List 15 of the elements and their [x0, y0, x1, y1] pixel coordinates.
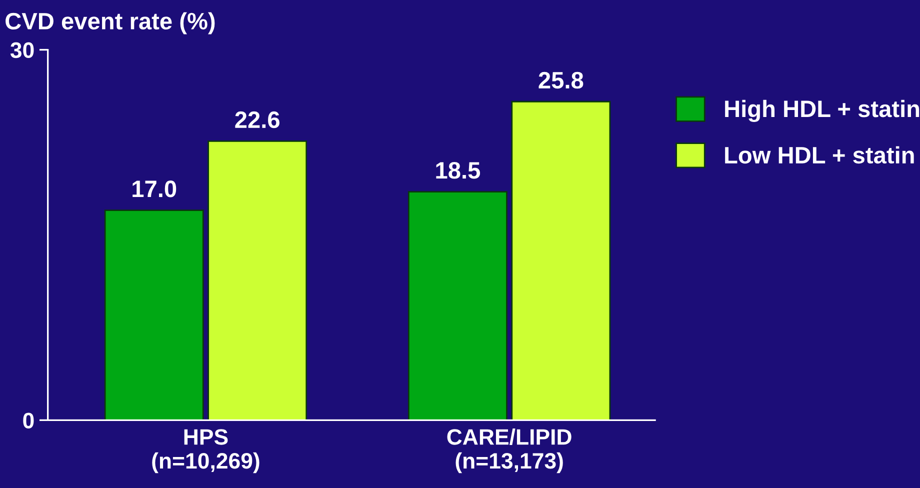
x-tick-label: CARE/LIPID (n=13,173)	[447, 428, 572, 474]
bar	[511, 100, 611, 420]
data-label: 18.5	[436, 162, 480, 179]
y-axis-title: CVD event rate (%)	[6, 12, 215, 34]
legend-label: High HDL + statin	[725, 100, 920, 122]
data-label: 17.0	[132, 180, 176, 198]
data-label: 25.8	[538, 72, 584, 89]
y-tick-label: 30	[10, 42, 34, 58]
y-tick-label: 0	[23, 412, 34, 428]
x-tick-label: HPS (n=10,269)	[152, 429, 260, 474]
bar	[408, 191, 508, 420]
bar	[104, 210, 204, 420]
bar	[208, 140, 308, 420]
data-label: 22.6	[235, 111, 280, 128]
legend-label: Low HDL + statin	[725, 146, 914, 164]
